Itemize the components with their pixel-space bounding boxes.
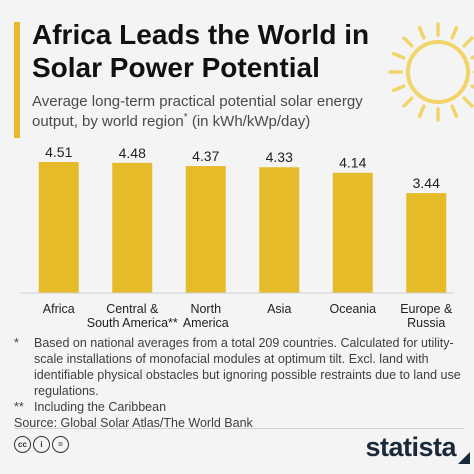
category-label-3: Asia [267, 302, 291, 316]
footnote-1: * Based on national averages from a tota… [14, 335, 464, 399]
category-label-1-line-1: South America** [87, 316, 178, 330]
bar-0 [38, 162, 79, 293]
category-labels-group: Africa Central & South America**North Ameri… [43, 302, 453, 330]
bar-3 [259, 167, 300, 293]
bar-chart: 4.51 4.48 4.37 4.33 4.14 3.44 Africa Central &… [20, 144, 454, 330]
footer-divider [14, 428, 464, 429]
category-label-0: Africa [43, 302, 75, 316]
category-label-2: North America [183, 302, 229, 330]
no-derivatives-icon[interactable]: = [52, 436, 69, 453]
sun-ray [402, 96, 414, 108]
value-label-0: 4.51 [45, 144, 72, 160]
footnote-2-mark: ** [14, 400, 24, 414]
category-label-5-line-0: Europe & [400, 302, 453, 316]
category-label-5: Europe & Russia [400, 302, 453, 330]
bars-group [38, 162, 447, 293]
bar-5 [406, 193, 447, 293]
footnote-2-text: Including the Caribbean [34, 400, 167, 414]
sun-rays [388, 22, 474, 122]
subtitle-text: Average long-term practical potential so… [32, 93, 363, 130]
cc-icon[interactable]: cc [14, 436, 31, 453]
category-label-0-line-0: Africa [43, 302, 75, 316]
footnotes: * Based on national averages from a tota… [14, 335, 464, 431]
sun-icon [388, 22, 474, 122]
category-label-3-line-0: Asia [267, 302, 291, 316]
category-label-4: Oceania [329, 302, 376, 316]
license-icons[interactable]: cc i = [14, 436, 69, 453]
category-label-2-line-1: America [183, 316, 229, 330]
value-label-1: 4.48 [119, 145, 146, 161]
subtitle-footnote-marker: * [183, 112, 188, 123]
title-accent-bar [14, 22, 20, 138]
sun-ray [450, 104, 459, 119]
value-label-5: 3.44 [413, 175, 440, 191]
footnote-2: ** Including the Caribbean [14, 399, 464, 415]
sun-ray [417, 104, 426, 119]
sun-ray [450, 25, 459, 40]
sun-ray [402, 36, 414, 48]
sun-ray [462, 96, 474, 108]
subtitle-unit: (in kWh/kWp/day) [187, 113, 311, 130]
category-label-1: Central & South America** [87, 302, 178, 330]
sun-ray [391, 84, 406, 93]
footnote-1-text: Based on national averages from a total … [34, 336, 461, 398]
value-label-3: 4.33 [266, 149, 293, 165]
statista-logo[interactable]: statista [365, 432, 456, 462]
category-label-4-line-0: Oceania [329, 302, 376, 316]
category-label-5-line-1: Russia [407, 316, 445, 330]
value-label-4: 4.14 [339, 155, 366, 171]
sun-disc [406, 40, 470, 104]
chart-subtitle: Average long-term practical potential so… [32, 92, 412, 132]
bar-4 [332, 172, 373, 293]
footnote-1-mark: * [14, 336, 19, 350]
bar-1 [112, 162, 153, 293]
value-label-2: 4.37 [192, 148, 219, 164]
statista-logo-mark [458, 452, 470, 464]
chart-title: Africa Leads the World in Solar Power Po… [32, 19, 370, 83]
sun-ray [417, 25, 426, 40]
sun-ray [462, 36, 474, 48]
attribution-icon[interactable]: i [33, 436, 50, 453]
bar-2 [185, 166, 226, 293]
source-text: Source: Global Solar Atlas/The World Ban… [14, 416, 253, 430]
value-labels-group: 4.51 4.48 4.37 4.33 4.14 3.44 [45, 144, 440, 191]
category-label-2-line-0: North [190, 302, 221, 316]
category-label-1-line-0: Central & [106, 302, 159, 316]
sun-ray [391, 51, 406, 60]
